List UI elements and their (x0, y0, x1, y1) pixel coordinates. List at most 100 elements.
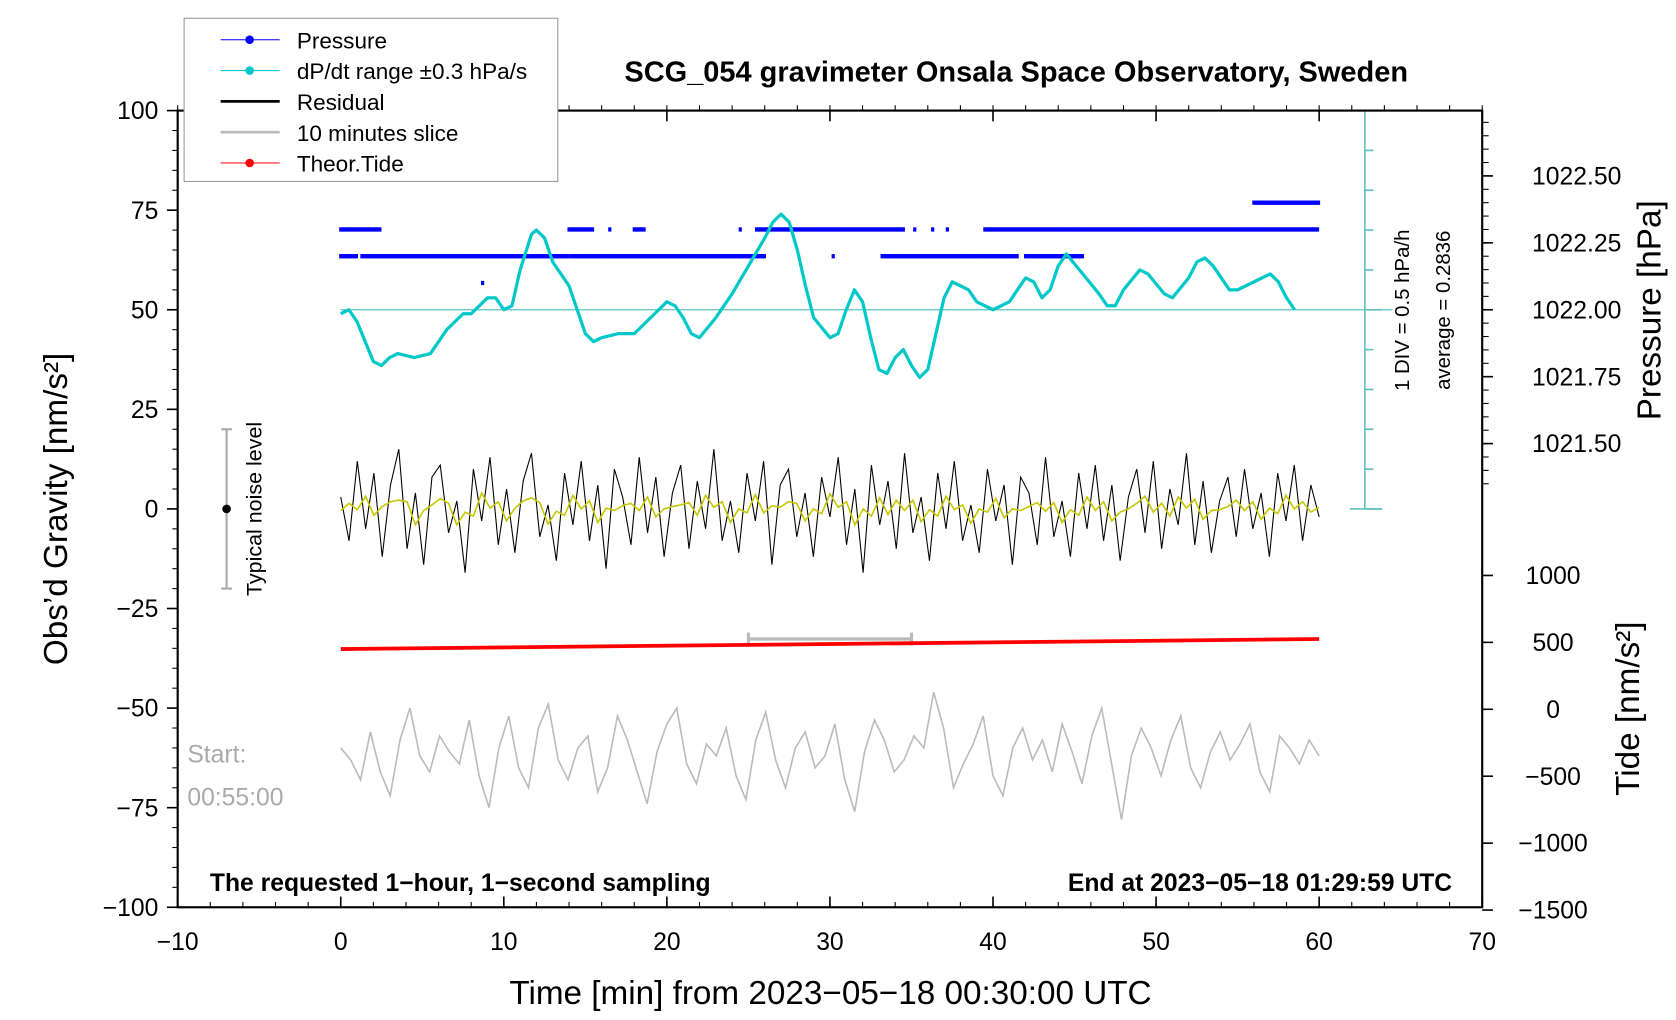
pressure-point (405, 254, 409, 259)
pressure-point (893, 227, 898, 232)
pressure-point (738, 227, 742, 232)
pressure-point (833, 227, 837, 232)
pressure-point (631, 254, 635, 259)
pressure-point (341, 254, 345, 259)
slice-line (340, 691, 1320, 820)
pressure-point (1283, 200, 1287, 205)
pressure-point (497, 254, 501, 259)
pressure-point (1147, 227, 1151, 232)
pressure-point (477, 254, 481, 259)
pressure-point (762, 227, 767, 232)
pressure-point (440, 254, 444, 259)
pressure-point (1206, 227, 1210, 232)
pressure-point (1041, 227, 1046, 232)
pressure-point (1045, 227, 1050, 232)
pressure-point (1074, 254, 1079, 259)
pressure-point (596, 254, 600, 259)
pressure-point (576, 254, 581, 259)
pressure-point (799, 227, 804, 232)
pressure-point (898, 254, 902, 259)
pressure-point (1274, 227, 1279, 232)
y-tick-label: 50 (131, 297, 158, 324)
pressure-point (524, 254, 528, 259)
pressure-point (1069, 254, 1073, 259)
pressure-point (401, 254, 405, 259)
pressure-point (843, 227, 847, 232)
pressure-point (512, 254, 517, 259)
legend-label: Theor.Tide (297, 152, 404, 177)
pressure-point (856, 227, 860, 232)
legend-marker (245, 66, 254, 75)
pressure-point (598, 254, 602, 259)
pressure-point (467, 254, 472, 259)
pressure-point (970, 254, 974, 259)
pressure-point (503, 254, 507, 259)
pressure-point (651, 254, 655, 259)
pressure-point (764, 227, 768, 232)
pressure-point (913, 227, 917, 232)
pressure-point (1245, 227, 1249, 232)
pressure-point (582, 254, 586, 259)
pressure-point (1137, 227, 1142, 232)
pressure-point (452, 254, 456, 259)
pressure-point (368, 227, 372, 232)
pressure-point (586, 227, 591, 232)
pressure-point (415, 254, 419, 259)
pressure-point (862, 227, 866, 232)
pressure-point (1176, 227, 1181, 232)
pressure-point (350, 227, 355, 232)
pressure-point (516, 254, 521, 259)
end-time-annotation: End at 2023−05−18 01:29:59 UTC (1068, 870, 1452, 897)
pressure-point (1055, 254, 1059, 259)
pressure-point (1035, 254, 1039, 259)
pressure-point (1043, 254, 1047, 259)
pressure-point (1051, 254, 1055, 259)
pressure-point (372, 254, 376, 259)
pressure-point (403, 254, 407, 259)
pressure-point (571, 254, 575, 259)
pressure-point (987, 227, 991, 232)
pressure-point (1079, 227, 1083, 232)
x-tick-label: 60 (1305, 929, 1332, 956)
pressure-point (1279, 200, 1283, 205)
pressure-point (1315, 227, 1320, 232)
pressure-point (706, 254, 710, 259)
pressure-point (729, 254, 733, 259)
pressure-point (590, 227, 595, 232)
pressure-point (1311, 200, 1315, 205)
tide-tick-label: 500 (1532, 630, 1573, 657)
pressure-point (811, 227, 815, 232)
pressure-point (1200, 227, 1204, 232)
pressure-point (1071, 227, 1075, 232)
pressure-point (1143, 227, 1147, 232)
pressure-point (1031, 254, 1036, 259)
pressure-point (921, 254, 925, 259)
pressure-point (1027, 254, 1032, 259)
pressure-point (1030, 227, 1034, 232)
pressure-point (762, 254, 767, 259)
pressure-point (1022, 227, 1026, 232)
pressure-point (982, 254, 986, 259)
pressure-point (1036, 227, 1040, 232)
pressure-point (552, 254, 556, 259)
pressure-point (1085, 227, 1089, 232)
pressure-point (1266, 200, 1270, 205)
y-tick-label: −75 (116, 795, 158, 822)
pressure-point (655, 254, 659, 259)
pressure-point (1005, 254, 1009, 259)
pressure-point (1237, 227, 1241, 232)
pressure-point (360, 254, 364, 259)
pressure-point (473, 254, 478, 259)
pressure-point (625, 254, 630, 259)
pressure-point (479, 254, 483, 259)
pressure-point (1128, 227, 1132, 232)
pressure-point (1314, 200, 1319, 205)
pressure-point (917, 254, 921, 259)
pressure-point (1092, 227, 1097, 232)
pressure-point (1202, 227, 1206, 232)
pressure-point (760, 227, 765, 232)
pressure-point (1280, 227, 1284, 232)
pressure-point (584, 254, 588, 259)
pressure-point (1227, 227, 1232, 232)
pressure-point (943, 254, 947, 259)
